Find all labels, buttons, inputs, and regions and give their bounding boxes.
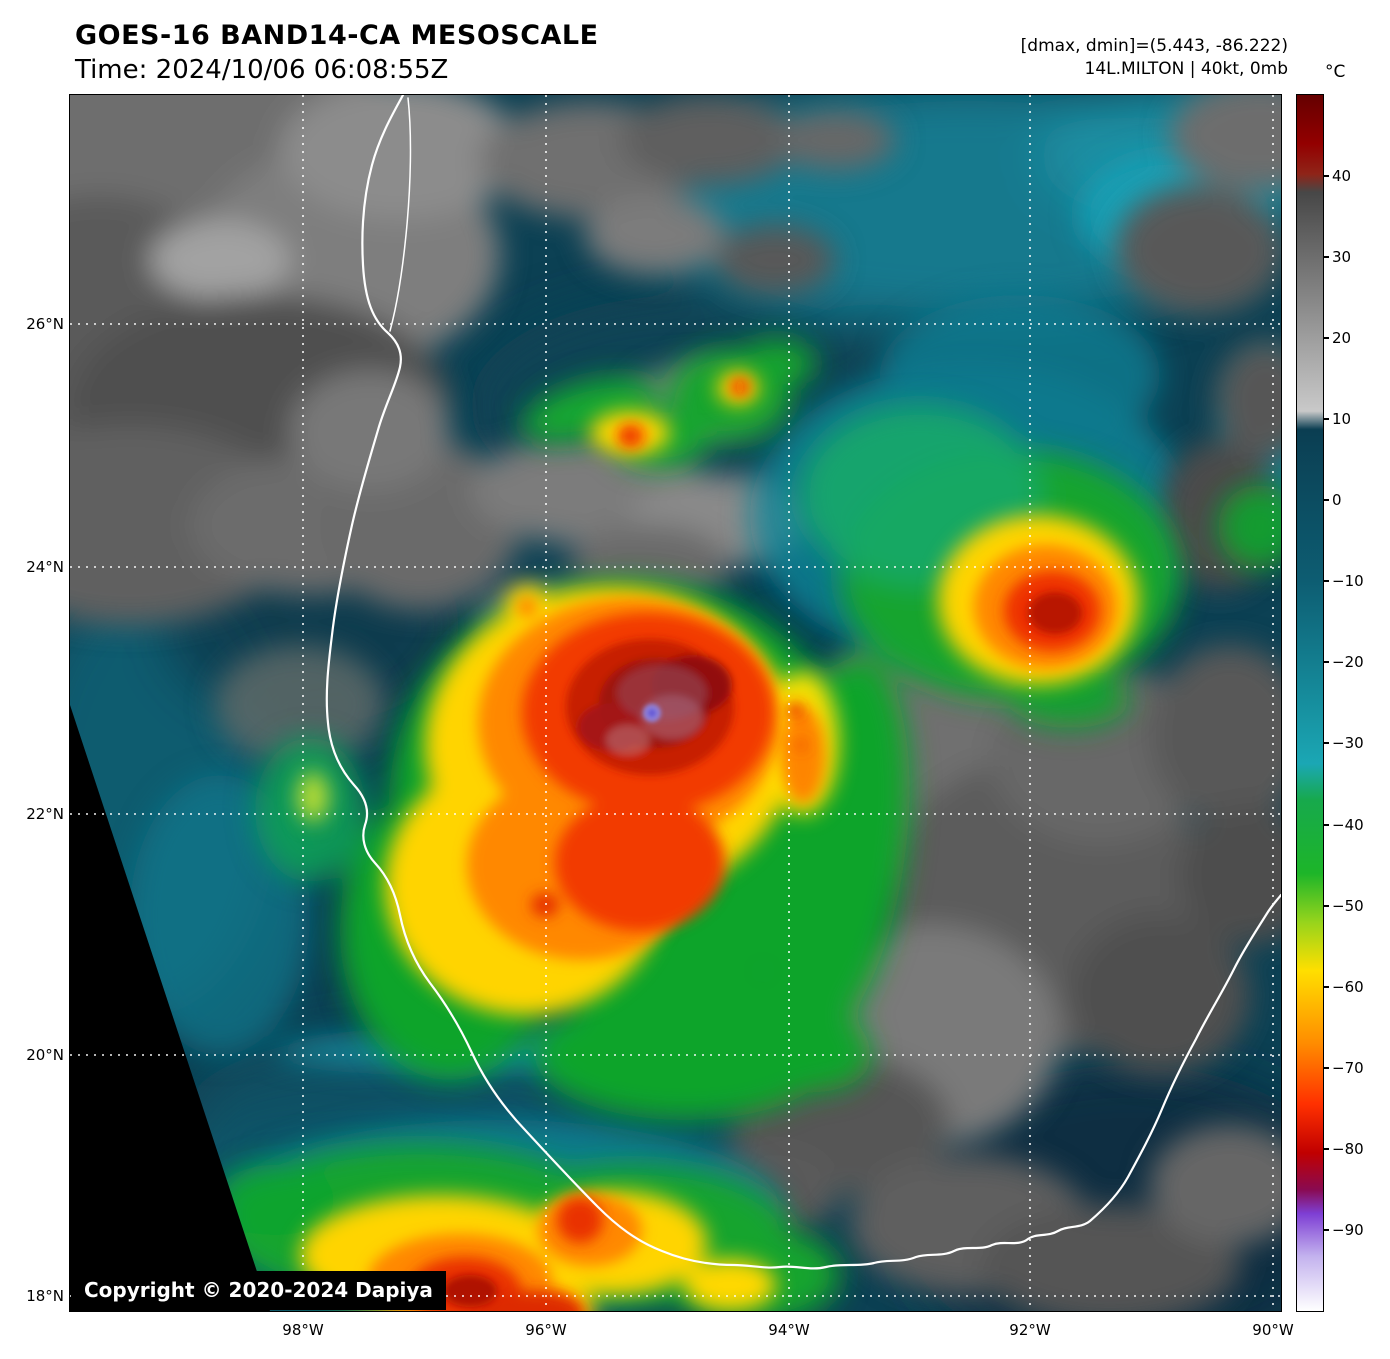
colorbar-tick-label: −20 (1332, 653, 1364, 671)
colorbar-tick-mark (1323, 905, 1329, 907)
lat-label: 20°N (26, 1046, 64, 1064)
colorbar-tick-label: −70 (1332, 1059, 1364, 1077)
watermark: Copyright © 2020-2024 Dapiya (71, 1271, 446, 1310)
colorbar-tick-label: 40 (1332, 167, 1352, 185)
storm-info: 14L.MILTON | 40kt, 0mb (1084, 59, 1288, 79)
lon-label: 90°W (1252, 1321, 1294, 1339)
colorbar-tick-mark (1323, 742, 1329, 744)
colorbar-tick-mark (1323, 499, 1329, 501)
lon-label: 98°W (282, 1321, 324, 1339)
satellite-image (70, 95, 1281, 1311)
colorbar-tick-label: 10 (1332, 410, 1352, 428)
hurricane-eye-region (643, 704, 661, 722)
dmax-dmin-readout: [dmax, dmin]=(5.443, -86.222) (1020, 36, 1288, 56)
colorbar-tick-label: −60 (1332, 978, 1364, 996)
colorbar-tick-label: 0 (1332, 491, 1342, 509)
colorbar-tick-mark (1323, 824, 1329, 826)
product-title: GOES-16 BAND14-CA MESOSCALE (75, 20, 599, 51)
lagoon-coastline (389, 97, 412, 332)
colorbar-tick-mark (1323, 986, 1329, 988)
colorbar-tick-label: −90 (1332, 1221, 1364, 1239)
lat-label: 24°N (26, 558, 64, 576)
lat-label: 18°N (26, 1287, 64, 1305)
colorbar-tick-mark (1323, 337, 1329, 339)
colorbar-tick-mark (1323, 1067, 1329, 1069)
colorbar-tick-label: −10 (1332, 572, 1364, 590)
colorbar-tick-label: 20 (1332, 329, 1352, 347)
lat-label: 26°N (26, 315, 64, 333)
colorbar (1296, 94, 1324, 1312)
colorbar-gradient (1297, 95, 1323, 1311)
colorbar-tick-label: 30 (1332, 248, 1352, 266)
colorbar-unit-label: °C (1325, 62, 1346, 82)
scan-edge-black-region (70, 705, 270, 1311)
lon-label: 94°W (768, 1321, 810, 1339)
colorbar-tick-mark (1323, 661, 1329, 663)
colorbar-tick-mark (1323, 1148, 1329, 1150)
colorbar-tick-label: −50 (1332, 897, 1364, 915)
colorbar-tick-mark (1323, 256, 1329, 258)
coastline (325, 95, 1281, 1270)
lon-label: 92°W (1009, 1321, 1051, 1339)
colorbar-tick-mark (1323, 1229, 1329, 1231)
lat-label: 22°N (26, 805, 64, 823)
colorbar-tick-label: −30 (1332, 734, 1364, 752)
colorbar-tick-mark (1323, 580, 1329, 582)
lon-label: 96°W (525, 1321, 567, 1339)
colorbar-tick-mark (1323, 418, 1329, 420)
timestamp: Time: 2024/10/06 06:08:55Z (75, 55, 449, 85)
hurricane-core-layer (443, 592, 1082, 1307)
satellite-map (69, 94, 1282, 1312)
colorbar-tick-label: −80 (1332, 1140, 1364, 1158)
gray-cloud-corner-layer (1115, 95, 1281, 590)
colorbar-tick-mark (1323, 175, 1329, 177)
colorbar-tick-label: −40 (1332, 816, 1364, 834)
